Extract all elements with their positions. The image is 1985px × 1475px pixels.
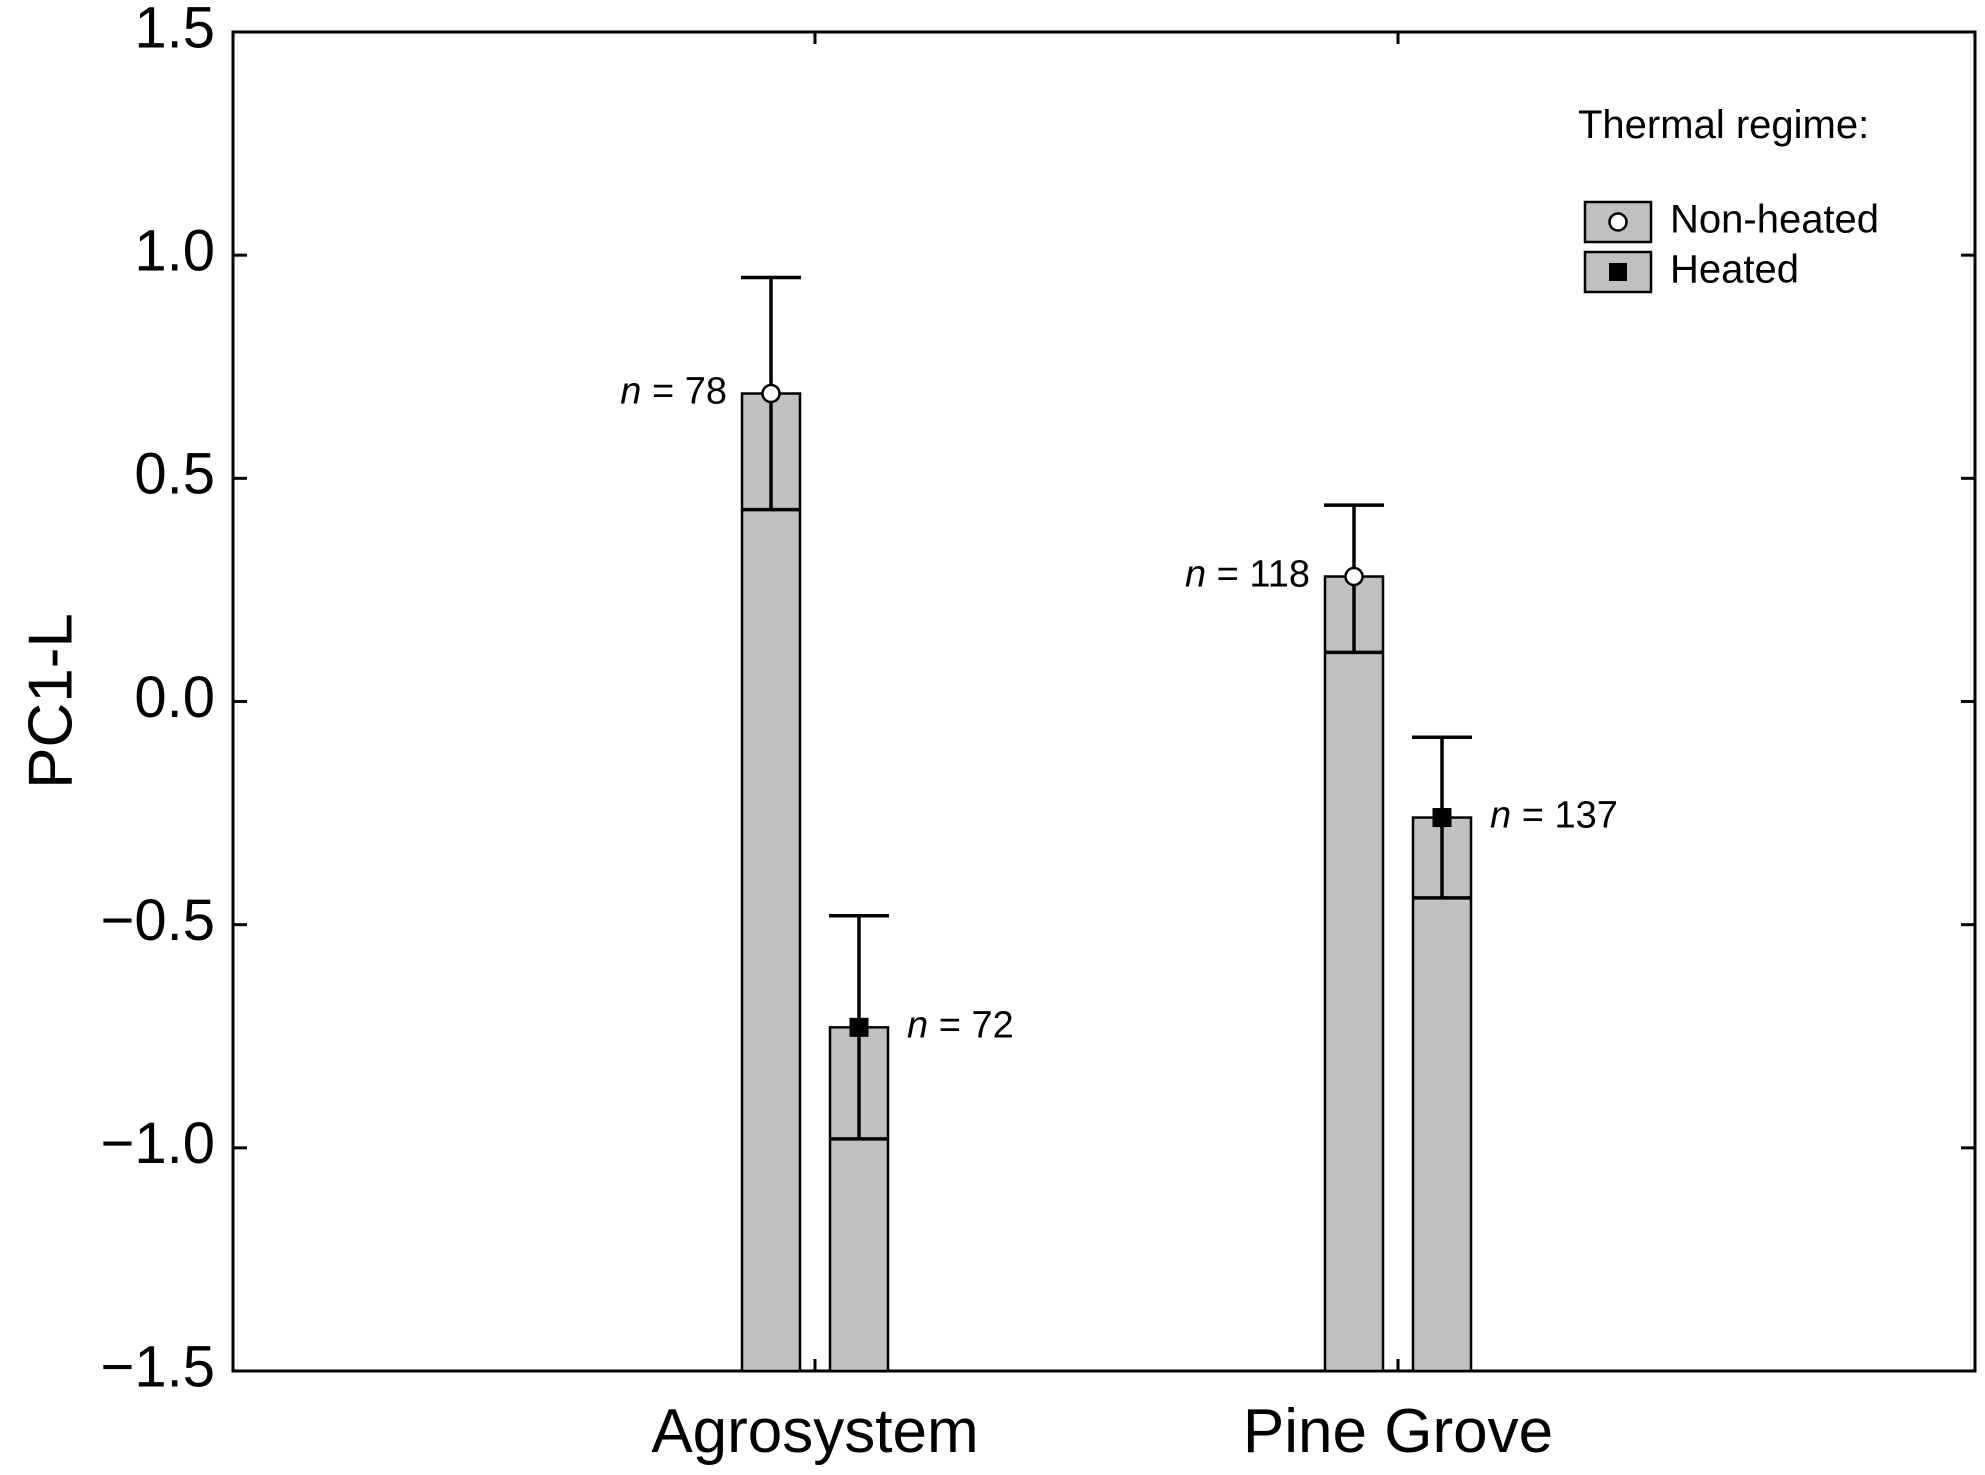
mean-marker-circle [761, 383, 781, 404]
sample-size-label: n = 72 [907, 1004, 1014, 1046]
bar-heated [1411, 816, 1473, 1373]
sample-size-n: n [620, 371, 641, 413]
sample-size-value: = 78 [641, 371, 727, 413]
sample-size-label: n = 137 [1490, 795, 1618, 837]
legend-marker-circle [1608, 212, 1628, 232]
legend-marker-square [1609, 263, 1627, 281]
legend-title: Thermal regime: [1578, 103, 1869, 147]
mean-marker-circle [1344, 566, 1364, 587]
y-tick-label: 0.0 [134, 665, 215, 730]
y-tick-label: −0.5 [101, 888, 216, 953]
x-category-label: Pine Grove [1243, 1397, 1553, 1466]
legend-label: Non-heated [1670, 198, 1879, 242]
mean-marker-square [1432, 808, 1452, 828]
sample-size-value: = 72 [928, 1004, 1014, 1046]
y-tick-label: −1.5 [101, 1334, 216, 1399]
y-tick-label: 1.0 [134, 218, 215, 283]
y-tick-label: 0.5 [134, 442, 215, 507]
sample-size-label: n = 78 [620, 371, 727, 413]
sample-size-n: n [907, 1004, 928, 1046]
bar-non-heated [740, 392, 802, 1373]
sample-size-value: = 137 [1511, 795, 1618, 837]
sample-size-value: = 118 [1206, 554, 1310, 596]
sample-size-n: n [1490, 795, 1511, 837]
legend-label: Heated [1670, 248, 1799, 292]
sample-size-label: n = 118 [1185, 554, 1310, 596]
y-axis: 1.5 1.0 0.5 0.0 −0.5 −1.0 −1.5 [101, 0, 1975, 1399]
x-category-label: Agrosystem [651, 1397, 978, 1466]
bars [740, 275, 1473, 1373]
y-tick-label: 1.5 [134, 0, 215, 60]
sample-size-n: n [1185, 554, 1206, 596]
legend: Thermal regime: Non-heated Heated [1578, 103, 1879, 294]
mean-marker-square [849, 1017, 869, 1037]
y-axis-title: PC1-L [16, 613, 85, 789]
y-tick-label: −1.0 [101, 1111, 216, 1176]
bar-non-heated [1323, 575, 1385, 1373]
